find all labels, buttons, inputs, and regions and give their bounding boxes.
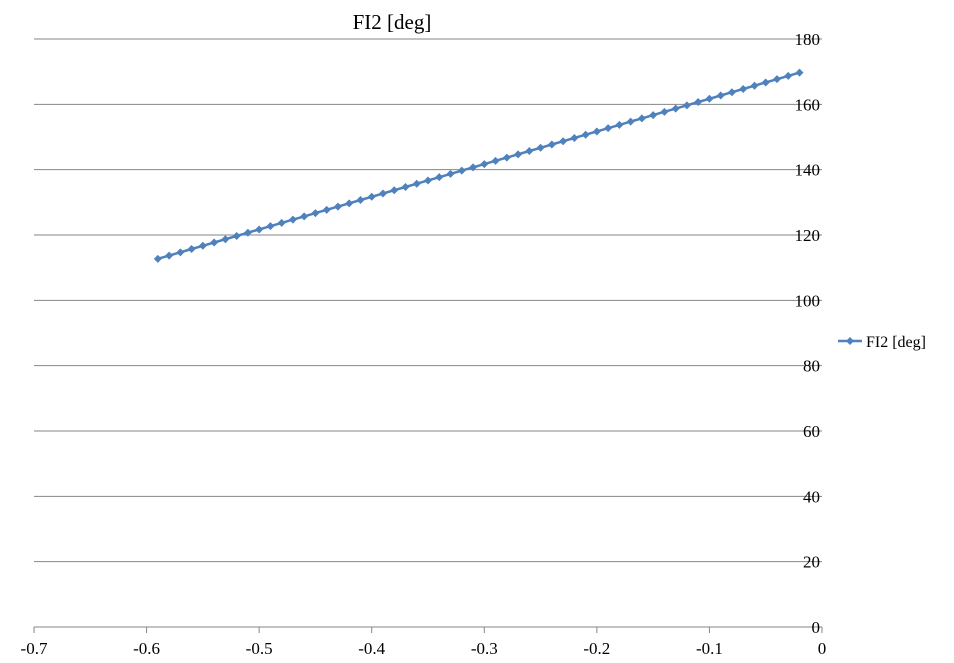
data-point bbox=[390, 186, 399, 195]
data-point bbox=[469, 163, 478, 172]
data-point bbox=[165, 251, 174, 260]
data-point bbox=[694, 98, 703, 107]
data-point bbox=[198, 241, 207, 250]
data-point bbox=[491, 156, 500, 165]
data-point bbox=[277, 218, 286, 227]
data-point bbox=[243, 228, 252, 237]
x-tick-label: -0.4 bbox=[358, 639, 385, 658]
x-tick-label: -0.3 bbox=[471, 639, 498, 658]
data-point bbox=[559, 137, 568, 146]
data-point bbox=[536, 143, 545, 152]
data-point bbox=[637, 114, 646, 123]
data-point bbox=[322, 205, 331, 214]
y-tick-label: 60 bbox=[803, 422, 820, 441]
data-point bbox=[446, 169, 455, 178]
data-point bbox=[311, 209, 320, 218]
data-point bbox=[761, 78, 770, 87]
y-tick-label: 100 bbox=[795, 291, 821, 310]
data-point bbox=[435, 173, 444, 182]
legend[interactable]: FI2 [deg] bbox=[838, 334, 926, 351]
data-point bbox=[604, 124, 613, 133]
x-axis bbox=[33, 626, 823, 633]
data-point bbox=[660, 107, 669, 116]
data-point bbox=[682, 101, 691, 110]
data-point bbox=[356, 196, 365, 205]
series-line bbox=[157, 71, 800, 261]
data-point bbox=[367, 192, 376, 201]
legend-marker-fi2 bbox=[846, 337, 854, 345]
data-point bbox=[570, 133, 579, 142]
data-point bbox=[333, 202, 342, 211]
data-point bbox=[615, 120, 624, 129]
data-point bbox=[727, 88, 736, 97]
data-point bbox=[502, 153, 511, 162]
data-point bbox=[592, 127, 601, 136]
y-tick-label: 0 bbox=[812, 618, 821, 637]
data-point bbox=[266, 222, 275, 231]
series-fi2 bbox=[153, 68, 804, 263]
data-point bbox=[626, 117, 635, 126]
legend-label-fi2: FI2 [deg] bbox=[866, 334, 926, 351]
y-tick-label: 20 bbox=[803, 553, 820, 572]
data-point bbox=[480, 160, 489, 169]
data-point bbox=[288, 215, 297, 224]
data-point bbox=[232, 231, 241, 240]
data-point bbox=[457, 166, 466, 175]
data-point bbox=[750, 81, 759, 90]
y-tick-label: 160 bbox=[795, 95, 821, 114]
data-point bbox=[649, 111, 658, 120]
data-point bbox=[187, 245, 196, 254]
y-tick-label: 80 bbox=[803, 357, 820, 376]
data-point bbox=[210, 238, 219, 247]
data-point bbox=[547, 140, 556, 149]
x-tick-label: -0.1 bbox=[696, 639, 723, 658]
data-point bbox=[671, 104, 680, 113]
x-tick-label: 0 bbox=[818, 639, 827, 658]
y-tick-label: 140 bbox=[795, 161, 821, 180]
data-point bbox=[525, 147, 534, 156]
x-tick-label: -0.5 bbox=[246, 639, 273, 658]
data-point bbox=[300, 212, 309, 221]
data-point bbox=[716, 91, 725, 100]
data-point bbox=[784, 71, 793, 80]
data-point bbox=[739, 84, 748, 93]
data-point bbox=[424, 176, 432, 185]
y-tick-label: 40 bbox=[803, 487, 820, 506]
x-tick-label: -0.2 bbox=[583, 639, 610, 658]
x-tick-label: -0.6 bbox=[133, 639, 160, 658]
x-axis-labels: -0.7 -0.6 -0.5 -0.4 -0.3 -0.2 -0.1 0 bbox=[21, 639, 827, 658]
data-point bbox=[378, 189, 387, 198]
data-point bbox=[153, 254, 162, 263]
data-point bbox=[255, 225, 264, 234]
data-point bbox=[412, 179, 421, 188]
data-point bbox=[221, 235, 230, 244]
data-point bbox=[176, 248, 185, 257]
data-point bbox=[581, 130, 590, 139]
chart-title: FI2 [deg] bbox=[353, 10, 432, 34]
data-point bbox=[345, 199, 354, 208]
data-point bbox=[705, 94, 714, 103]
gridlines bbox=[34, 38, 822, 563]
y-tick-label: 120 bbox=[795, 226, 821, 245]
y-tick-label: 180 bbox=[795, 30, 821, 49]
data-point bbox=[401, 182, 410, 191]
data-point bbox=[514, 150, 523, 159]
data-point bbox=[772, 75, 781, 84]
data-point bbox=[795, 68, 804, 77]
x-tick-label: -0.7 bbox=[21, 639, 48, 658]
y-axis: 0 20 40 60 80 100 120 140 160 180 bbox=[795, 30, 821, 637]
